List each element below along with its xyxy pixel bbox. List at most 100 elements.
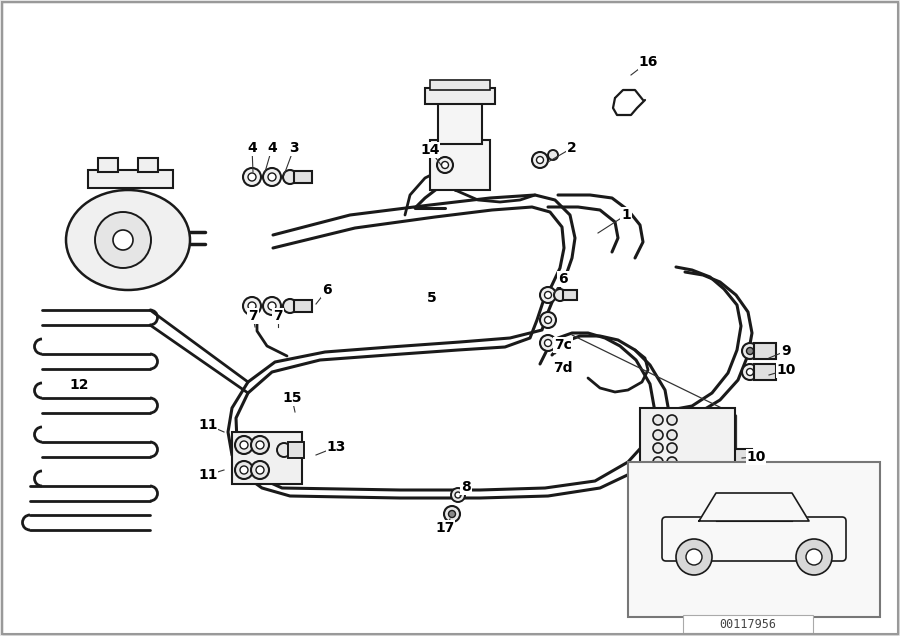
Text: 8: 8 [461,480,471,494]
Circle shape [277,443,291,457]
Circle shape [113,230,133,250]
Bar [98,158,118,172]
Bar [754,364,776,380]
Circle shape [251,436,269,454]
Circle shape [544,340,552,347]
Text: 14: 14 [420,143,440,157]
Ellipse shape [66,190,190,290]
Circle shape [653,415,663,425]
Circle shape [667,470,677,480]
Circle shape [540,287,556,303]
Text: 10: 10 [777,363,796,377]
Circle shape [263,168,281,186]
Bar [683,615,813,633]
Circle shape [653,470,663,480]
Bar [430,80,490,90]
Text: 7: 7 [248,309,257,323]
Circle shape [746,347,753,354]
Circle shape [806,549,822,565]
Text: 17: 17 [436,521,454,535]
Bar [563,290,577,300]
Text: 16: 16 [638,55,658,69]
Circle shape [283,299,297,313]
Text: 12: 12 [69,378,89,392]
Text: 3: 3 [289,141,299,155]
Circle shape [796,539,832,575]
Circle shape [540,312,556,328]
Circle shape [235,436,253,454]
Circle shape [676,539,712,575]
Circle shape [268,173,276,181]
Circle shape [718,449,734,465]
Text: 7d: 7d [554,361,572,375]
Bar [628,462,880,617]
Text: 00117956: 00117956 [719,618,777,632]
Circle shape [532,152,548,168]
Text: 6: 6 [558,272,568,286]
Circle shape [544,317,552,324]
Circle shape [667,415,677,425]
Circle shape [263,297,281,315]
Bar [138,158,158,172]
Bar [438,100,482,144]
Polygon shape [699,493,809,521]
Circle shape [235,461,253,479]
Bar [640,408,735,483]
Circle shape [442,162,448,169]
Circle shape [667,430,677,440]
Circle shape [283,170,297,184]
FancyBboxPatch shape [662,517,846,561]
Circle shape [548,150,558,160]
Bar [294,300,312,312]
Bar [288,442,304,458]
Text: 1: 1 [621,208,631,222]
Circle shape [240,466,248,474]
Circle shape [653,443,663,453]
Circle shape [240,441,248,449]
Bar [88,170,173,188]
Circle shape [268,302,276,310]
Circle shape [95,212,151,268]
Text: 4: 4 [267,141,277,155]
Circle shape [746,368,753,375]
Circle shape [667,443,677,453]
Circle shape [251,461,269,479]
Text: 7: 7 [274,309,283,323]
Bar [730,449,752,465]
Bar [754,343,776,359]
Text: 9: 9 [781,344,791,358]
Bar [430,140,490,190]
Circle shape [686,549,702,565]
Text: 6: 6 [322,283,332,297]
Circle shape [248,302,256,310]
Text: 11: 11 [198,468,218,482]
Circle shape [723,453,730,460]
Bar [294,171,312,183]
Text: 4: 4 [248,141,256,155]
Circle shape [248,173,256,181]
Bar [650,480,725,498]
Text: 10: 10 [746,450,766,464]
Text: 7c: 7c [554,338,572,352]
Text: 15: 15 [283,391,302,405]
Circle shape [448,511,455,518]
Circle shape [437,157,453,173]
Text: 11: 11 [198,418,218,432]
Circle shape [667,457,677,467]
Circle shape [451,488,465,502]
Circle shape [554,289,566,301]
Circle shape [742,364,758,380]
Circle shape [243,168,261,186]
Circle shape [653,457,663,467]
Circle shape [256,441,264,449]
Circle shape [742,343,758,359]
Text: 13: 13 [327,440,346,454]
Circle shape [243,297,261,315]
Bar [232,432,302,484]
Bar [425,88,495,104]
Circle shape [536,156,544,163]
Circle shape [544,291,552,298]
Circle shape [653,430,663,440]
Circle shape [540,335,556,351]
Text: 2: 2 [567,141,577,155]
